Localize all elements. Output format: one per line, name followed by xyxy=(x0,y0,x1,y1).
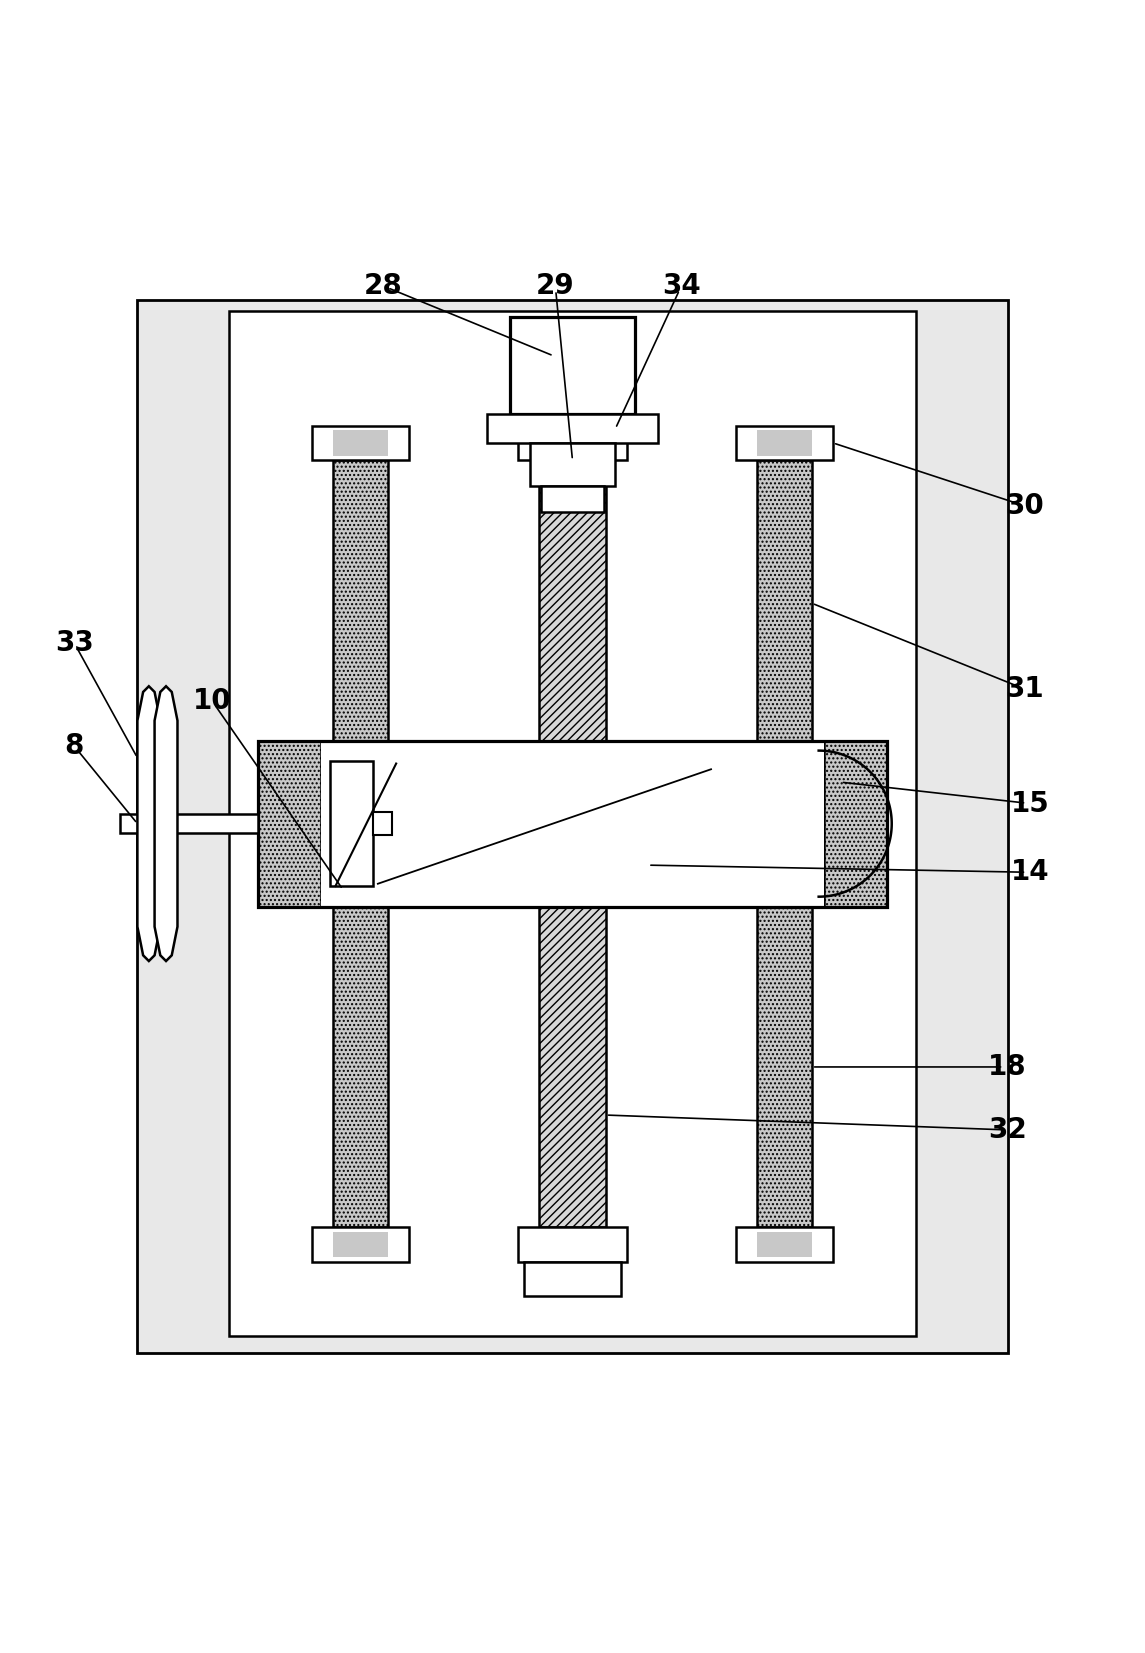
Text: 31: 31 xyxy=(1005,674,1044,703)
Polygon shape xyxy=(137,686,160,960)
Bar xyxy=(824,741,887,906)
Bar xyxy=(311,426,410,460)
Bar xyxy=(333,460,388,747)
Bar xyxy=(258,741,887,906)
Text: 18: 18 xyxy=(988,1053,1027,1081)
Bar xyxy=(120,815,258,833)
Bar xyxy=(539,906,606,1227)
Bar xyxy=(524,1261,621,1296)
Text: 10: 10 xyxy=(192,686,231,714)
Text: 29: 29 xyxy=(536,273,575,301)
Text: 32: 32 xyxy=(988,1116,1027,1144)
Bar xyxy=(229,311,916,1336)
Text: 34: 34 xyxy=(662,273,701,301)
Bar xyxy=(333,1231,388,1256)
Text: 8: 8 xyxy=(65,732,84,760)
Bar xyxy=(333,430,388,456)
Bar xyxy=(258,741,321,906)
Bar xyxy=(540,486,605,512)
Text: 33: 33 xyxy=(55,630,94,658)
Bar xyxy=(757,460,812,747)
Bar xyxy=(736,1227,834,1261)
Bar xyxy=(510,317,635,415)
Bar xyxy=(373,812,392,835)
Bar xyxy=(333,906,388,1227)
Bar xyxy=(757,430,812,456)
Bar xyxy=(736,426,834,460)
Bar xyxy=(539,460,606,747)
Bar xyxy=(757,1231,812,1256)
Text: 30: 30 xyxy=(1005,493,1044,521)
Text: 15: 15 xyxy=(1011,790,1050,818)
Bar xyxy=(321,741,824,906)
Bar xyxy=(487,415,658,443)
Bar xyxy=(529,443,616,486)
Bar xyxy=(757,906,812,1227)
Bar xyxy=(519,426,627,460)
Polygon shape xyxy=(155,686,177,960)
Text: 28: 28 xyxy=(364,273,403,301)
Bar xyxy=(311,1227,410,1261)
Bar xyxy=(137,299,1008,1354)
Bar xyxy=(519,1227,627,1261)
Text: 14: 14 xyxy=(1011,858,1050,886)
Bar xyxy=(330,762,373,886)
